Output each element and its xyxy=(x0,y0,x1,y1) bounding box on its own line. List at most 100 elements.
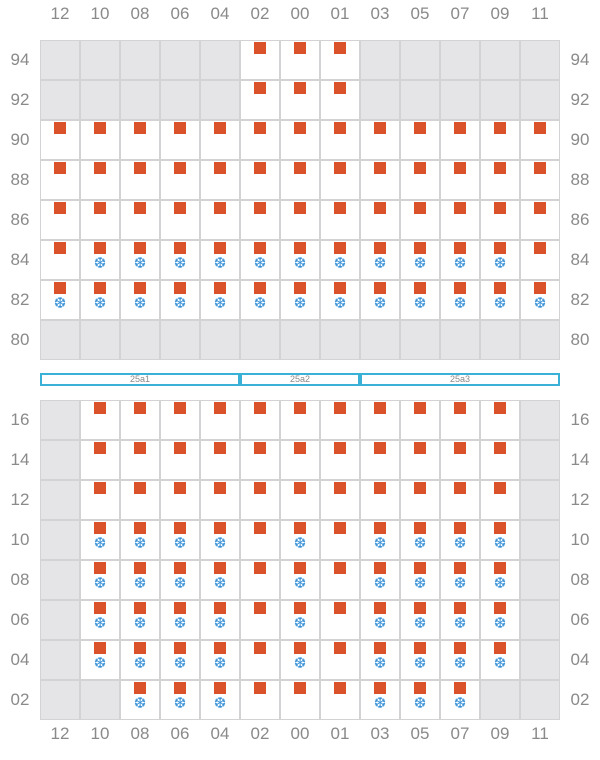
slot-cell[interactable] xyxy=(120,120,160,160)
slot-cell[interactable] xyxy=(280,120,320,160)
slot-cell xyxy=(480,320,520,360)
slot-cell[interactable] xyxy=(480,160,520,200)
slot-cell[interactable] xyxy=(440,520,480,560)
row-label-left: 88 xyxy=(10,170,30,189)
container-marker-icon xyxy=(334,162,346,174)
container-marker-icon xyxy=(294,242,306,254)
slot-cell[interactable] xyxy=(80,160,120,200)
container-marker-icon xyxy=(374,282,386,294)
container-marker-icon xyxy=(414,242,426,254)
container-marker-icon xyxy=(214,682,226,694)
container-marker-icon xyxy=(494,122,506,134)
slot-cell[interactable] xyxy=(480,600,520,640)
container-marker-icon xyxy=(534,282,546,294)
container-marker-icon xyxy=(214,442,226,454)
slot-cell[interactable] xyxy=(360,520,400,560)
slot-cell[interactable] xyxy=(80,440,120,480)
container-marker-icon xyxy=(134,482,146,494)
snowflake-icon: ❆ xyxy=(453,654,467,672)
slot-cell[interactable] xyxy=(480,480,520,520)
container-marker-icon xyxy=(414,162,426,174)
row-label-left: 04 xyxy=(10,650,30,669)
slot-cell xyxy=(520,560,560,600)
snowflake-icon: ❆ xyxy=(493,254,507,272)
slot-cell[interactable] xyxy=(280,80,320,120)
slot-cell[interactable] xyxy=(400,520,440,560)
slot-cell xyxy=(520,480,560,520)
slot-cell xyxy=(440,80,480,120)
container-marker-icon xyxy=(254,562,266,574)
container-marker-icon xyxy=(214,242,226,254)
container-marker-icon xyxy=(174,482,186,494)
slot-cell[interactable] xyxy=(200,200,240,240)
row-label-right: 80 xyxy=(570,330,590,349)
container-marker-icon xyxy=(174,202,186,214)
container-marker-icon xyxy=(334,682,346,694)
slot-cell xyxy=(120,80,160,120)
zone-25a2[interactable]: 25a2 xyxy=(240,373,360,386)
slot-cell xyxy=(520,320,560,360)
slot-cell[interactable] xyxy=(200,560,240,600)
slot-cell[interactable] xyxy=(240,440,280,480)
container-marker-icon xyxy=(94,442,106,454)
container-marker-icon xyxy=(134,122,146,134)
container-marker-icon xyxy=(494,522,506,534)
row-label-left: 90 xyxy=(10,130,30,149)
container-marker-icon xyxy=(294,202,306,214)
slot-cell[interactable] xyxy=(80,240,120,280)
snowflake-icon: ❆ xyxy=(493,534,507,552)
slot-cell[interactable] xyxy=(440,120,480,160)
slot-cell[interactable] xyxy=(520,240,560,280)
slot-cell[interactable] xyxy=(240,80,280,120)
slot-cell xyxy=(40,600,80,640)
slot-cell[interactable] xyxy=(440,640,480,680)
container-marker-icon xyxy=(414,402,426,414)
container-marker-icon xyxy=(294,522,306,534)
slot-cell xyxy=(520,520,560,560)
slot-cell[interactable] xyxy=(80,400,120,440)
container-marker-icon xyxy=(294,602,306,614)
snowflake-icon: ❆ xyxy=(173,294,187,312)
container-marker-icon xyxy=(214,122,226,134)
slot-cell[interactable] xyxy=(360,400,400,440)
container-marker-icon xyxy=(54,122,66,134)
snowflake-icon: ❆ xyxy=(413,574,427,592)
zone-25a3[interactable]: 25a3 xyxy=(360,373,560,386)
slot-cell[interactable] xyxy=(400,600,440,640)
snowflake-icon: ❆ xyxy=(373,574,387,592)
bottom-column-label: 00 xyxy=(290,724,310,743)
top-column-label: 11 xyxy=(531,4,549,23)
container-marker-icon xyxy=(494,562,506,574)
slot-cell[interactable] xyxy=(160,280,200,320)
slot-cell[interactable] xyxy=(400,640,440,680)
container-marker-icon xyxy=(454,522,466,534)
container-marker-icon xyxy=(54,282,66,294)
slot-cell xyxy=(360,80,400,120)
container-marker-icon xyxy=(134,202,146,214)
slot-cell[interactable] xyxy=(320,480,360,520)
container-marker-icon xyxy=(454,242,466,254)
container-marker-icon xyxy=(134,402,146,414)
row-label-right: 02 xyxy=(570,690,590,709)
zone-25a1[interactable]: 25a1 xyxy=(40,373,240,386)
snowflake-icon: ❆ xyxy=(413,534,427,552)
slot-cell[interactable] xyxy=(520,160,560,200)
bottom-column-label: 01 xyxy=(330,724,350,743)
snowflake-icon: ❆ xyxy=(453,574,467,592)
snowflake-icon: ❆ xyxy=(293,534,307,552)
container-marker-icon xyxy=(294,162,306,174)
container-marker-icon xyxy=(254,202,266,214)
slot-cell[interactable] xyxy=(320,400,360,440)
slot-cell[interactable] xyxy=(40,200,80,240)
container-marker-icon xyxy=(134,602,146,614)
container-marker-icon xyxy=(174,562,186,574)
slot-cell xyxy=(400,320,440,360)
top-column-label: 06 xyxy=(170,4,190,23)
container-marker-icon xyxy=(334,402,346,414)
slot-cell xyxy=(520,680,560,720)
container-marker-icon xyxy=(294,682,306,694)
container-marker-icon xyxy=(414,602,426,614)
row-label-right: 08 xyxy=(570,570,590,589)
slot-cell[interactable] xyxy=(240,280,280,320)
container-marker-icon xyxy=(134,642,146,654)
